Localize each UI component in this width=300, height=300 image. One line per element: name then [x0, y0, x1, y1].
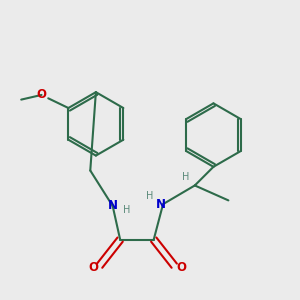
- Text: O: O: [176, 261, 186, 274]
- Text: N: N: [156, 198, 166, 211]
- Text: N: N: [108, 200, 118, 212]
- Text: H: H: [182, 172, 189, 182]
- Text: H: H: [146, 191, 154, 201]
- Text: H: H: [123, 206, 130, 215]
- Text: O: O: [88, 261, 98, 274]
- Text: O: O: [37, 88, 46, 101]
